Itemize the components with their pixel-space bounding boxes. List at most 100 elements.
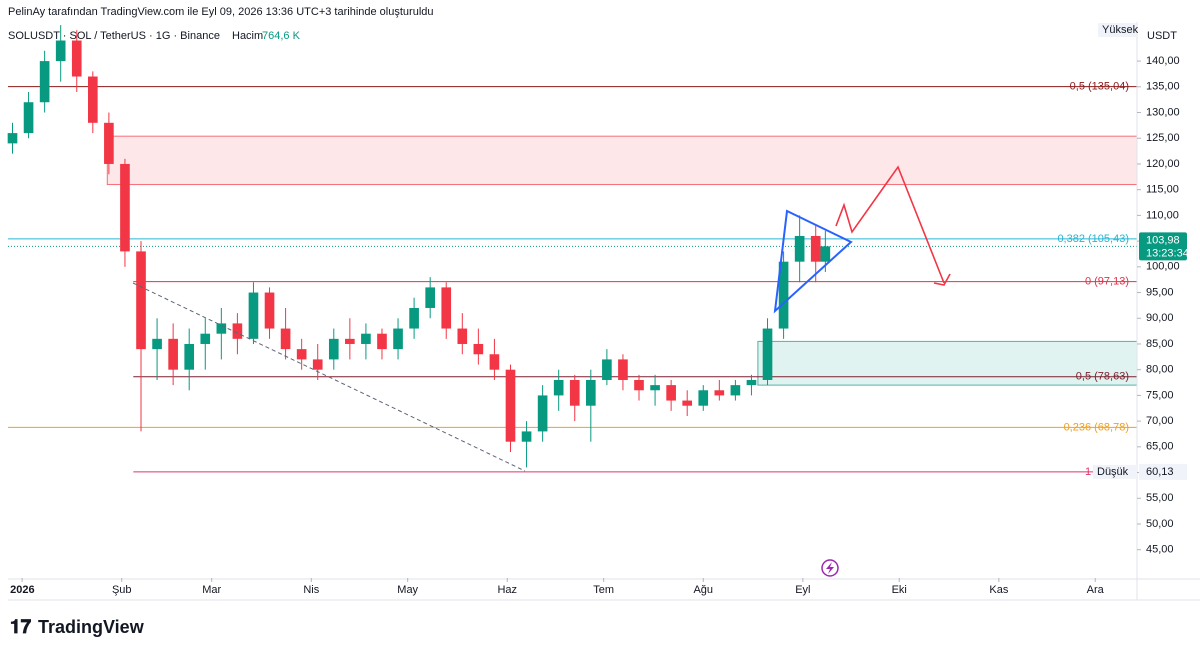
x-tick-label: Ara (1087, 584, 1105, 596)
x-tick-label: Tem (593, 584, 614, 596)
candle-body (666, 385, 676, 401)
high-label-bg (1098, 23, 1136, 37)
candle-body (361, 333, 371, 344)
y-tick-label: 120,00 (1146, 158, 1180, 170)
trend-line (132, 282, 526, 472)
candle-body (602, 359, 612, 380)
candle-body (328, 338, 339, 360)
candle-body (585, 379, 596, 406)
y-tick-label: 115,00 (1146, 184, 1179, 196)
candle-body (778, 261, 789, 329)
candle-body (409, 307, 419, 329)
arrow-head (933, 273, 951, 286)
high-label: Yüksek (1102, 24, 1139, 36)
y-tick-label: 140,00 (1146, 55, 1180, 67)
brand: TradingView (38, 617, 145, 637)
candle-body (216, 323, 227, 334)
zone (106, 135, 1138, 186)
candle-body (71, 40, 82, 77)
legend-volume-name: Hacim (232, 30, 263, 42)
triangle (773, 209, 853, 314)
event-icon[interactable] (821, 559, 839, 577)
y-tick-label: 95,00 (1146, 286, 1174, 298)
x-tick-label: Kas (989, 584, 1008, 596)
x-tick-label: Eyl (795, 584, 810, 596)
fib-level-label: 0,236 (68,78) (1064, 421, 1129, 433)
currency: USDT (1147, 30, 1177, 42)
header: PelinAy tarafından TradingView.com ile E… (8, 6, 434, 18)
candle-body (682, 400, 693, 406)
y-tick-label: 135,00 (1146, 81, 1180, 93)
x-tick-label: Şub (112, 584, 132, 596)
legend-symbol: SOLUSDT · SOL / TetherUS · 1G · Binance (8, 30, 220, 42)
candle-body (168, 338, 178, 370)
y-tick-label: 85,00 (1146, 338, 1174, 350)
plot-area (7, 25, 1138, 473)
candle-body (248, 292, 259, 339)
candle-body (618, 359, 628, 380)
last-price: 103,98 (1146, 234, 1180, 246)
legend-volume: 764,6 K (262, 30, 301, 42)
candle-body (441, 287, 452, 329)
event-bolt (826, 562, 834, 574)
candle-body (698, 390, 709, 406)
y-tick-label: 125,00 (1146, 132, 1180, 144)
y-tick-label: 55,00 (1146, 492, 1174, 504)
candle-body (232, 323, 243, 339)
candle-body (184, 343, 195, 370)
candle-body (553, 379, 564, 396)
candle-body (730, 385, 741, 396)
candle-body (714, 390, 725, 396)
candle-body (521, 431, 532, 442)
fib-level-label: 0 (97,13) (1085, 275, 1129, 287)
projection-arrow (835, 165, 945, 284)
candle-body (23, 102, 34, 134)
y-tick-label: 65,00 (1146, 441, 1174, 453)
candle-body (136, 251, 146, 350)
candle-body (634, 379, 644, 391)
low-price-bg (1139, 463, 1187, 480)
fib-level-label: 0,5 (78,63) (1076, 371, 1129, 383)
brand-mark: 𝟏𝟕 (10, 617, 32, 638)
x-tick-label: Eki (892, 584, 907, 596)
candle-body (377, 333, 387, 350)
x-tick-label: 2026 (10, 584, 34, 596)
low-label: Düşük (1097, 466, 1129, 478)
candle-body (810, 235, 821, 262)
x-tick-label: Nis (303, 584, 319, 596)
candle-body (55, 40, 66, 62)
countdown: 13:23:34 (1146, 247, 1189, 259)
candle-body (489, 354, 500, 370)
last-price-tag (1139, 232, 1187, 261)
candle-body (120, 163, 130, 252)
y-tick-label: 80,00 (1146, 364, 1174, 376)
candle-body (746, 379, 757, 386)
y-tick-label: 130,00 (1146, 106, 1180, 118)
candle-body (39, 61, 50, 103)
candle-body (820, 246, 831, 262)
candle-body (505, 369, 516, 442)
candle-body (762, 328, 773, 380)
candle-body (393, 328, 403, 350)
x-tick-label: Ağu (693, 584, 713, 596)
y-tick-label: 75,00 (1146, 389, 1174, 401)
candle-body (457, 328, 468, 344)
fib-level-label: 0,5 (135,04) (1070, 81, 1129, 93)
y-tick-label: 50,00 (1146, 518, 1174, 530)
candle-body (200, 333, 211, 344)
y-tick-label: 90,00 (1146, 312, 1174, 324)
x-tick-label: May (397, 584, 418, 596)
candle-body (296, 349, 307, 360)
fib-level-label: 0,382 (105,43) (1057, 233, 1129, 245)
candle-body (104, 122, 114, 164)
zone (757, 340, 1138, 386)
y-tick-label: 45,00 (1146, 544, 1174, 556)
low-price: 60,13 (1146, 466, 1174, 478)
candle-body (264, 292, 275, 329)
low-label-bg (1093, 464, 1137, 479)
candle-body (473, 343, 484, 355)
candle-body (280, 328, 291, 350)
candle-body (537, 395, 548, 432)
